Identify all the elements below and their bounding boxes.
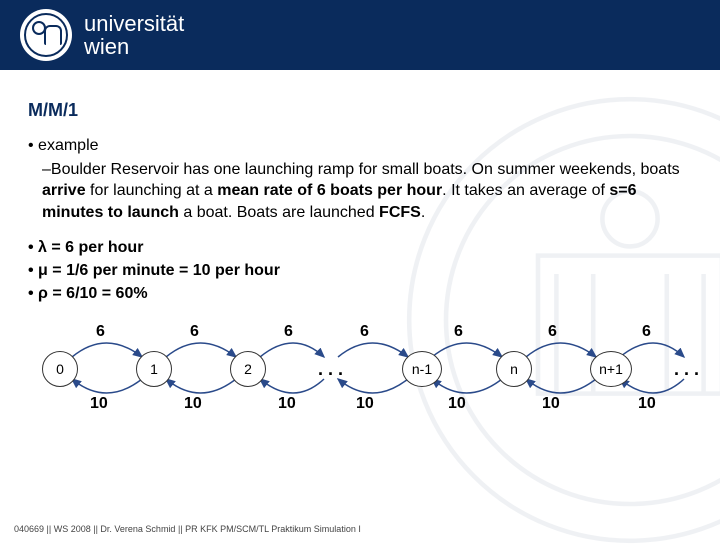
- slide-content: M/M/1 • example –Boulder Reservoir has o…: [0, 70, 720, 419]
- slide-footer: 040669 || WS 2008 || Dr. Verena Schmid |…: [14, 524, 361, 534]
- top-rate-5: 6: [454, 323, 463, 341]
- bot-rate-3: 10: [278, 395, 296, 413]
- state-n-1: n-1: [402, 351, 442, 387]
- bot-rate-6: 10: [542, 395, 560, 413]
- example-body: –Boulder Reservoir has one launching ram…: [42, 159, 692, 224]
- example-block: • example –Boulder Reservoir has one lau…: [28, 135, 692, 223]
- dots-right: . . .: [674, 359, 699, 380]
- top-rate-7: 6: [642, 323, 651, 341]
- bot-rate-5: 10: [448, 395, 466, 413]
- university-logo: [20, 9, 72, 61]
- top-rate-4: 6: [360, 323, 369, 341]
- uni-line1: universität: [84, 11, 184, 36]
- bot-rate-7: 10: [638, 395, 656, 413]
- university-name: universität wien: [84, 12, 184, 58]
- top-rate-6: 6: [548, 323, 557, 341]
- state-n: n: [496, 351, 532, 387]
- lambda-row: • λ = 6 per hour: [28, 237, 692, 259]
- example-label: • example: [28, 135, 692, 157]
- bot-rate-1: 10: [90, 395, 108, 413]
- top-rate-2: 6: [190, 323, 199, 341]
- uni-line2: wien: [84, 35, 184, 58]
- top-rate-1: 6: [96, 323, 105, 341]
- state-0: 0: [42, 351, 78, 387]
- top-rate-3: 6: [284, 323, 293, 341]
- state-1: 1: [136, 351, 172, 387]
- header-bar: universität wien: [0, 0, 720, 70]
- parameters-block: • λ = 6 per hour • μ = 1/6 per minute = …: [28, 237, 692, 304]
- bot-rate-2: 10: [184, 395, 202, 413]
- state-2: 2: [230, 351, 266, 387]
- mu-row: • μ = 1/6 per minute = 10 per hour: [28, 260, 692, 282]
- state-n+1: n+1: [590, 351, 632, 387]
- bot-rate-4: 10: [356, 395, 374, 413]
- slide-title: M/M/1: [28, 100, 692, 121]
- markov-chain-diagram: 0 1 2 . . . n-1 n n+1 . . . 6 6 6 6 6 6 …: [24, 299, 704, 419]
- dots-mid: . . .: [318, 359, 343, 380]
